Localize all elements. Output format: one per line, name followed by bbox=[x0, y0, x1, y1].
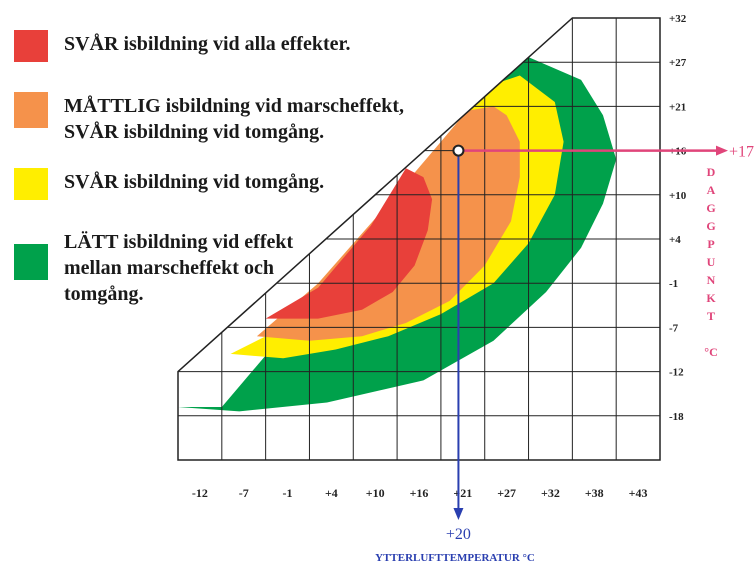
y-axis-letter: G bbox=[706, 219, 715, 233]
y-tick-label: +21 bbox=[669, 101, 686, 113]
y-tick-label: -1 bbox=[669, 278, 678, 290]
y-axis-letter: N bbox=[707, 273, 716, 287]
chart-frame bbox=[177, 17, 661, 461]
temperature-arrowhead bbox=[453, 508, 464, 520]
x-tick-label: +10 bbox=[366, 486, 385, 500]
legend-swatch bbox=[14, 92, 48, 128]
y-axis-letter: U bbox=[707, 255, 716, 269]
y-axis-ticks: +32+27+21+16+10+4-1-7-12-18 bbox=[669, 13, 687, 423]
y-axis-letter: G bbox=[706, 201, 715, 215]
icing-band-4 bbox=[265, 168, 433, 319]
legend-label: SVÅR isbildning vid alla effekter. bbox=[64, 32, 351, 55]
y-tick-label: -12 bbox=[669, 367, 684, 379]
legend-item: LÄTT isbildning vid effekt mellan marsche… bbox=[14, 230, 293, 305]
reading-point bbox=[452, 144, 465, 157]
x-tick-label: +21 bbox=[453, 486, 472, 500]
y-axis-letter: D bbox=[707, 165, 716, 179]
legend-swatch bbox=[14, 244, 48, 280]
x-tick-label: -1 bbox=[283, 486, 293, 500]
x-tick-label: +4 bbox=[325, 486, 338, 500]
y-axis-letter: T bbox=[707, 309, 715, 323]
legend-swatch bbox=[14, 30, 48, 62]
y-tick-label: -18 bbox=[669, 411, 684, 423]
legend-item: SVÅR isbildning vid alla effekter. bbox=[14, 30, 351, 62]
temperature-reading: +20 bbox=[446, 526, 471, 543]
dewpoint-arrowhead bbox=[716, 145, 728, 156]
y-tick-label: +27 bbox=[669, 57, 687, 69]
x-axis-title: YTTERLUFTTEMPERATUR °C bbox=[375, 552, 535, 564]
y-axis-letter: K bbox=[706, 291, 716, 305]
x-tick-label: +43 bbox=[629, 486, 648, 500]
x-tick-label: +38 bbox=[585, 486, 604, 500]
plot-outline bbox=[177, 17, 661, 461]
y-tick-label: +4 bbox=[669, 234, 681, 246]
x-axis-ticks: -12 -7 -1 +4 +10 +16 +21 +27 +32 +38 +43 bbox=[192, 486, 648, 500]
x-tick-label: -7 bbox=[239, 486, 249, 500]
y-axis-unit: °C bbox=[704, 345, 717, 359]
x-tick-label: +32 bbox=[541, 486, 560, 500]
x-tick-label: +16 bbox=[410, 486, 429, 500]
legend-item: MÅTTLIG isbildning vid marscheffekt, SVÅR… bbox=[14, 92, 404, 143]
y-tick-label: +10 bbox=[669, 190, 687, 202]
y-tick-label: -7 bbox=[669, 322, 679, 334]
legend: SVÅR isbildning vid alla effekter. MÅTTLI… bbox=[14, 30, 404, 305]
legend-swatch bbox=[14, 168, 48, 200]
legend-label: SVÅR isbildning vid tomgång. bbox=[64, 170, 324, 193]
dewpoint-reading: +17 bbox=[729, 144, 754, 161]
reading-markers: +17 +20 bbox=[446, 144, 754, 543]
x-tick-label: +27 bbox=[497, 486, 516, 500]
y-axis-letter: A bbox=[707, 183, 716, 197]
legend-label: LÄTT isbildning vid effekt mellan marsche… bbox=[64, 230, 293, 305]
x-tick-label: -12 bbox=[192, 486, 208, 500]
legend-item: SVÅR isbildning vid tomgång. bbox=[14, 168, 324, 200]
legend-label: MÅTTLIG isbildning vid marscheffekt, SVÅR… bbox=[64, 94, 404, 143]
y-axis-letter: P bbox=[707, 237, 714, 251]
y-tick-label: +32 bbox=[669, 13, 687, 25]
